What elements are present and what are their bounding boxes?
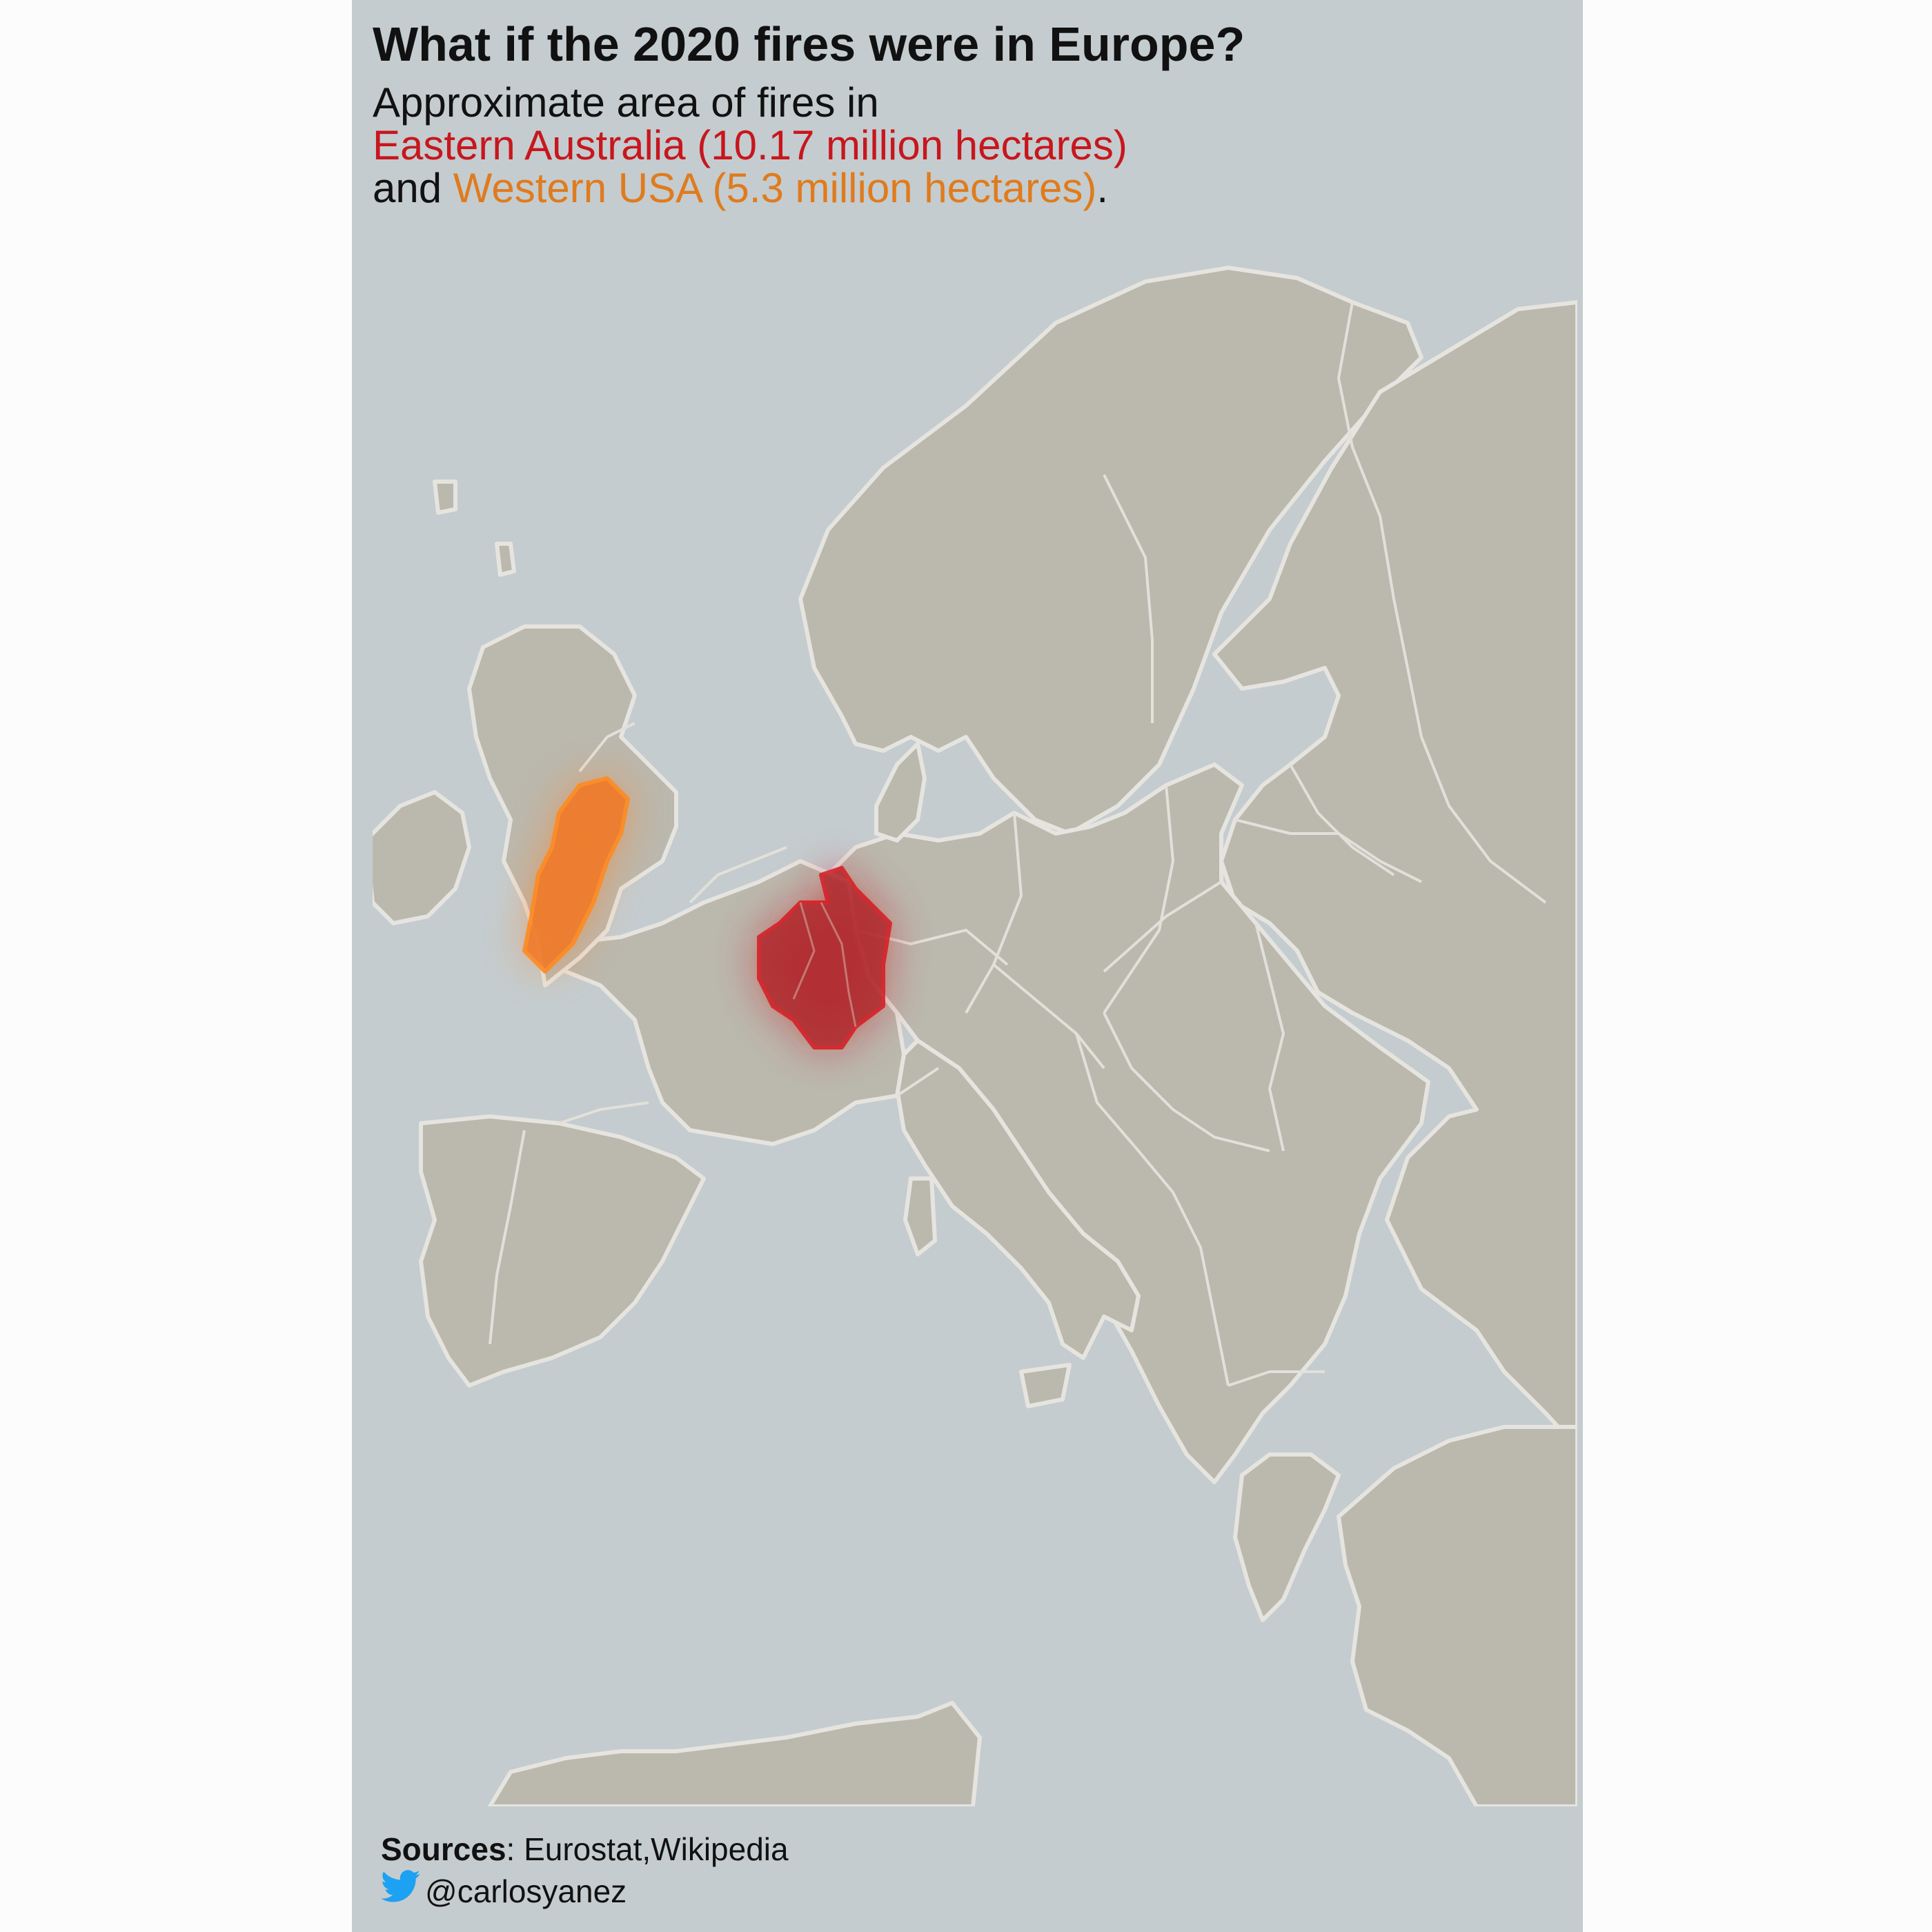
italy-land: [895, 1038, 1141, 1360]
period: .: [1096, 165, 1109, 211]
iberia-land: [419, 1114, 706, 1388]
twitter-bird-icon: [380, 1870, 421, 1913]
country-borders: [489, 302, 1547, 1387]
ireland-land: [373, 790, 471, 925]
denmark-land: [874, 742, 927, 842]
land: [373, 266, 1577, 1806]
north-africa-land: [488, 1701, 982, 1806]
europe-map: [373, 266, 1577, 1806]
western-usa-overlay: [522, 776, 630, 974]
western-usa-shape: [522, 776, 630, 974]
and-word: and: [373, 165, 453, 211]
map-title: What if the 2020 fires were in Europe?: [373, 17, 1245, 71]
greece-land: [1233, 1452, 1341, 1622]
credit-line: @carlosyanez: [380, 1870, 789, 1913]
credit-handle: @carlosyanez: [425, 1873, 627, 1909]
eastern-australia-overlay: [757, 866, 892, 1049]
anatolia-land: [1337, 1425, 1577, 1806]
northeast-land: [1212, 300, 1577, 1450]
sources-block: Sources: Eurostat,Wikipedia @carlosyanez: [380, 1828, 789, 1913]
sicily-land: [1019, 1363, 1072, 1408]
map-panel: What if the 2020 fires were in Europe? A…: [352, 0, 1583, 1932]
sources-line: Sources: Eurostat,Wikipedia: [381, 1828, 789, 1870]
eastern-australia-shape: [757, 866, 892, 1049]
scandinavia-land: [798, 266, 1423, 836]
subtitle-line-1: Approximate area of fires in: [373, 79, 879, 126]
shetland-island: [495, 542, 516, 577]
faroe-island: [433, 480, 457, 515]
sources-value: Eurostat,Wikipedia: [524, 1831, 789, 1867]
subtitle-line-3: and Western USA (5.3 million hectares).: [373, 167, 1127, 210]
map-subtitle: Approximate area of fires in Eastern Aus…: [373, 81, 1127, 210]
sources-label: Sources: [381, 1831, 506, 1867]
australia-label: Eastern Australia (10.17 million hectare…: [373, 122, 1127, 168]
usa-label: Western USA (5.3 million hectares): [453, 165, 1097, 211]
sources-separator: :: [506, 1831, 524, 1867]
sardinia-land: [903, 1176, 937, 1256]
